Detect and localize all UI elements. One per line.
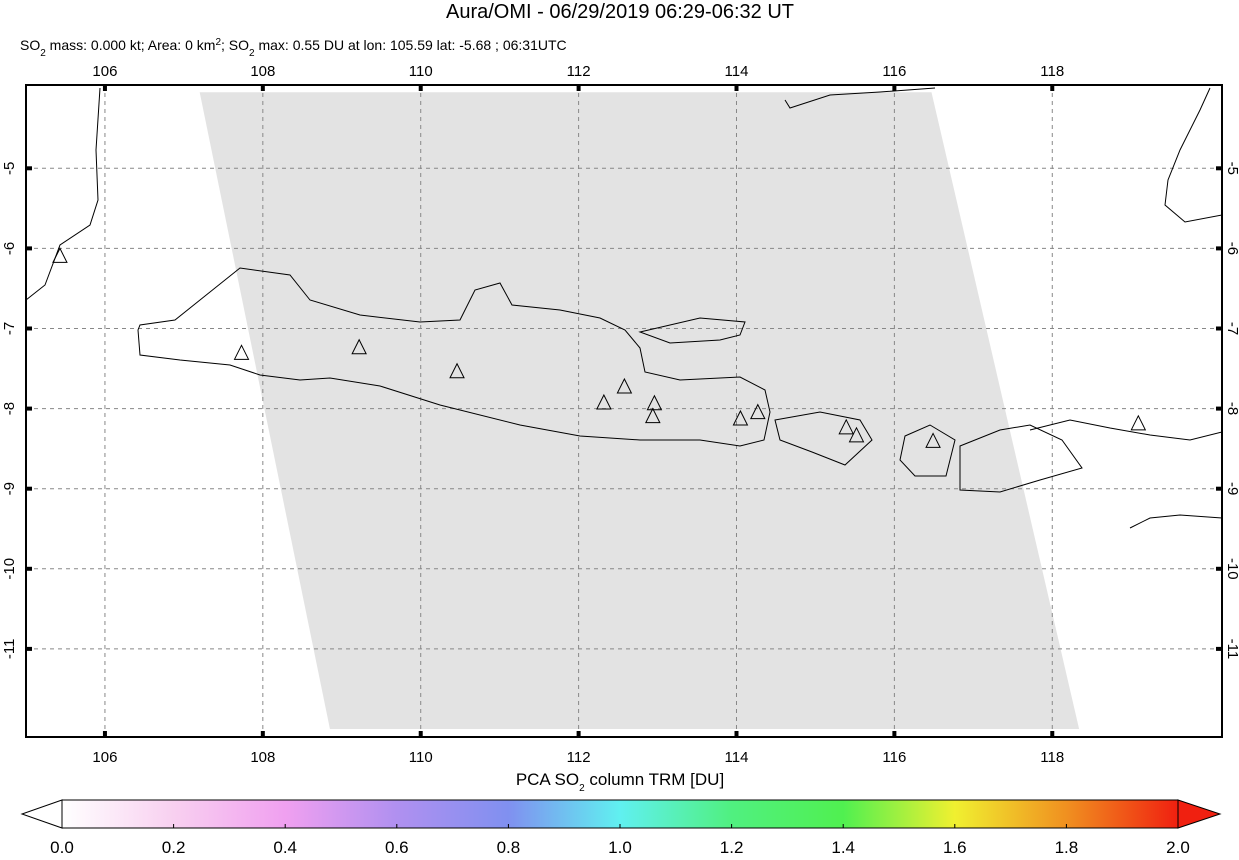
y-tick-label: -5 (1, 162, 18, 175)
colorbar-tick-label: 1.2 (720, 838, 744, 855)
text-part: max: 0.55 DU at lon: 105.59 lat: -5.68 ;… (255, 37, 567, 53)
y-tick-label: -10 (1224, 558, 1239, 580)
text-part: ; SO (221, 37, 249, 53)
text-part: PCA SO (516, 770, 579, 789)
y-tick-label: -9 (1, 482, 18, 495)
java (137, 267, 771, 447)
x-tick-label: 114 (725, 63, 749, 80)
volcano (596, 393, 612, 410)
colorbar-tick-label: 0.2 (162, 838, 186, 855)
title: Aura/OMI - 06/29/2019 06:29-06:32 UT (446, 1, 794, 23)
text-part: 2 (40, 48, 46, 59)
volcano (645, 407, 661, 424)
x-tick-label: 110 (409, 749, 433, 766)
coastlines (26, 87, 1222, 529)
sumatra (26, 87, 101, 301)
colorbar-tick-label: 2.0 (1166, 838, 1190, 855)
y-tick-label: -7 (1224, 322, 1239, 335)
y-tick-label: -9 (1224, 482, 1239, 495)
text-part: SO (20, 37, 40, 53)
volcano (351, 338, 367, 355)
y-tick-label: -10 (1, 558, 18, 580)
x-tick-label: 110 (409, 63, 433, 80)
madura (638, 317, 746, 344)
colorbar-tick-label: 0.8 (497, 838, 521, 855)
y-tick-label: -6 (1, 242, 18, 255)
x-tick-label: 112 (567, 63, 591, 80)
y-tick-label: -11 (1, 639, 18, 660)
text-part: 2 (249, 48, 255, 59)
x-tick-label: 118 (1040, 749, 1064, 766)
x-tick-label: 116 (882, 749, 906, 766)
lombok (899, 424, 956, 477)
y-tick-label: -5 (1224, 162, 1239, 175)
y-tick-label: -8 (1, 402, 18, 415)
volcano (838, 418, 855, 435)
volcano (449, 362, 465, 379)
x-tick-label: 114 (725, 749, 749, 766)
x-tick-label: 108 (250, 63, 275, 80)
orbit-swath (199, 92, 1080, 729)
text-part: mass: 0.000 kt; Area: 0 km (46, 37, 216, 53)
map-area (26, 85, 1222, 737)
x-tick-label: 108 (250, 749, 275, 766)
x-tick-label: 116 (882, 63, 906, 80)
bali (774, 411, 873, 466)
colorbar-tick-label: 1.0 (608, 838, 632, 855)
volcano (233, 344, 250, 360)
flores (1029, 419, 1222, 441)
y-tick-label: -8 (1224, 402, 1239, 415)
y-tick-label: -6 (1224, 242, 1239, 255)
text-part: 2 (215, 37, 221, 48)
volcano (616, 377, 633, 394)
colorbar-tick-label: 0.6 (385, 838, 409, 855)
colorbar-gradient (61, 799, 1179, 829)
volcano (52, 247, 68, 263)
x-tick-label: 106 (92, 749, 117, 766)
y-tick-label: -7 (1, 322, 18, 335)
text-part: 2 (579, 783, 585, 794)
subtitle: SO2 mass: 0.000 kt; Area: 0 km2; SO2 max… (20, 37, 567, 59)
x-tick-label: 112 (567, 749, 591, 766)
x-tick-label: 106 (92, 63, 117, 80)
sulawesi (1164, 87, 1222, 223)
colorbar-under (20, 799, 63, 829)
volcano (646, 394, 663, 411)
borneo (784, 87, 936, 109)
y-tick-label: -11 (1224, 639, 1239, 660)
volcano (732, 409, 749, 426)
colorbar-tick-label: 0.4 (273, 838, 297, 855)
colorbar: 0.0 0.2 0.4 0.6 0.8 1.0 1.2 1.4 1.6 1.8 2.0 (20, 799, 1222, 857)
sumbawa (959, 424, 1083, 493)
colorbar-tick-label: 1.8 (1055, 838, 1079, 855)
volcano (1130, 414, 1147, 431)
colorbar-tick-label: 1.6 (943, 838, 967, 855)
text-part: column TRM [DU] (585, 770, 725, 789)
sumba (1129, 514, 1222, 529)
volcano (848, 426, 865, 443)
colorbar-over (1177, 799, 1222, 829)
colorbar-label: PCA SO2 column TRM [DU] (516, 770, 724, 794)
x-tick-label: 118 (1040, 63, 1064, 80)
colorbar-tick-label: 1.4 (831, 838, 855, 855)
colorbar-tick-label: 0.0 (50, 838, 74, 855)
map-frame (25, 84, 1223, 738)
volcano (750, 403, 766, 420)
volcano (925, 432, 941, 448)
